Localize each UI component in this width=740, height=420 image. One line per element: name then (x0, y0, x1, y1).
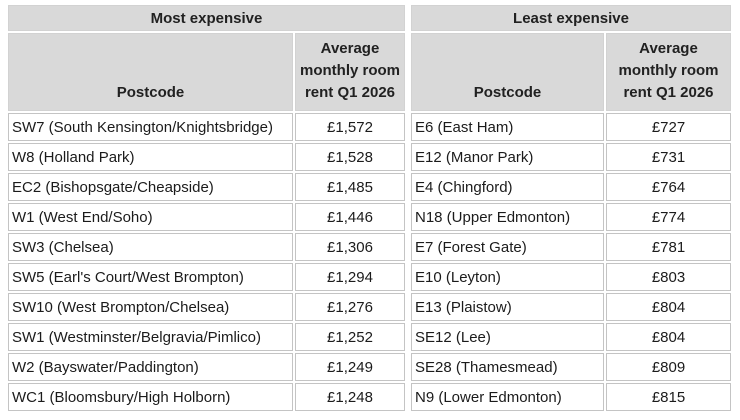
rent-cell: £804 (606, 293, 731, 321)
rent-cell: £809 (606, 353, 731, 381)
rent-cell: £1,485 (295, 173, 405, 201)
postcode-cell: SW3 (Chelsea) (8, 233, 293, 261)
least-expensive-group-header: Least expensive (411, 5, 731, 31)
table-row: SW1 (Westminster/Belgravia/Pimlico) £1,2… (8, 323, 405, 351)
rent-cell: £1,528 (295, 143, 405, 171)
rent-cell: £1,446 (295, 203, 405, 231)
table-row: SW10 (West Brompton/Chelsea) £1,276 (8, 293, 405, 321)
table-row: SW5 (Earl's Court/West Brompton) £1,294 (8, 263, 405, 291)
table-row: SW3 (Chelsea) £1,306 (8, 233, 405, 261)
postcode-cell: SW5 (Earl's Court/West Brompton) (8, 263, 293, 291)
rent-cell: £1,249 (295, 353, 405, 381)
postcode-cell: E12 (Manor Park) (411, 143, 604, 171)
table-row: SW7 (South Kensington/Knightsbridge) £1,… (8, 113, 405, 141)
rent-cell: £804 (606, 323, 731, 351)
postcode-cell: EC2 (Bishopsgate/Cheapside) (8, 173, 293, 201)
postcode-cell: E10 (Leyton) (411, 263, 604, 291)
table-row: SE12 (Lee) £804 (411, 323, 731, 351)
table-row: W2 (Bayswater/Paddington) £1,249 (8, 353, 405, 381)
table-row: E6 (East Ham) £727 (411, 113, 731, 141)
rent-cell: £1,248 (295, 383, 405, 411)
table-row: E13 (Plaistow) £804 (411, 293, 731, 321)
postcode-cell: SW7 (South Kensington/Knightsbridge) (8, 113, 293, 141)
postcode-cell: SE12 (Lee) (411, 323, 604, 351)
rent-column-header: Average monthly room rent Q1 2026 (606, 33, 731, 111)
rent-cell: £731 (606, 143, 731, 171)
table-row: E12 (Manor Park) £731 (411, 143, 731, 171)
postcode-cell: E7 (Forest Gate) (411, 233, 604, 261)
table-row: E4 (Chingford) £764 (411, 173, 731, 201)
postcode-cell: W1 (West End/Soho) (8, 203, 293, 231)
group-header-row: Most expensive (8, 5, 405, 31)
column-header-row: Postcode Average monthly room rent Q1 20… (411, 33, 731, 111)
postcode-cell: N9 (Lower Edmonton) (411, 383, 604, 411)
postcode-cell: E6 (East Ham) (411, 113, 604, 141)
rent-cell: £764 (606, 173, 731, 201)
rent-comparison-tables: Most expensive Postcode Average monthly … (6, 3, 740, 413)
most-expensive-group-header: Most expensive (8, 5, 405, 31)
most-expensive-table: Most expensive Postcode Average monthly … (6, 3, 407, 413)
table-row: SE28 (Thamesmead) £809 (411, 353, 731, 381)
table-row: N18 (Upper Edmonton) £774 (411, 203, 731, 231)
postcode-cell: SE28 (Thamesmead) (411, 353, 604, 381)
rent-cell: £1,252 (295, 323, 405, 351)
rent-column-header: Average monthly room rent Q1 2026 (295, 33, 405, 111)
rent-cell: £1,294 (295, 263, 405, 291)
postcode-cell: WC1 (Bloomsbury/High Holborn) (8, 383, 293, 411)
postcode-cell: SW1 (Westminster/Belgravia/Pimlico) (8, 323, 293, 351)
postcode-cell: E4 (Chingford) (411, 173, 604, 201)
table-row: EC2 (Bishopsgate/Cheapside) £1,485 (8, 173, 405, 201)
postcode-cell: SW10 (West Brompton/Chelsea) (8, 293, 293, 321)
rent-cell: £1,276 (295, 293, 405, 321)
column-header-row: Postcode Average monthly room rent Q1 20… (8, 33, 405, 111)
table-row: W8 (Holland Park) £1,528 (8, 143, 405, 171)
rent-cell: £803 (606, 263, 731, 291)
group-header-row: Least expensive (411, 5, 731, 31)
postcode-column-header: Postcode (411, 33, 604, 111)
postcode-cell: E13 (Plaistow) (411, 293, 604, 321)
table-row: N9 (Lower Edmonton) £815 (411, 383, 731, 411)
rent-cell: £1,306 (295, 233, 405, 261)
postcode-cell: W2 (Bayswater/Paddington) (8, 353, 293, 381)
table-row: E10 (Leyton) £803 (411, 263, 731, 291)
table-row: WC1 (Bloomsbury/High Holborn) £1,248 (8, 383, 405, 411)
postcode-cell: N18 (Upper Edmonton) (411, 203, 604, 231)
postcode-column-header: Postcode (8, 33, 293, 111)
table-row: W1 (West End/Soho) £1,446 (8, 203, 405, 231)
rent-cell: £727 (606, 113, 731, 141)
postcode-cell: W8 (Holland Park) (8, 143, 293, 171)
rent-cell: £781 (606, 233, 731, 261)
least-expensive-table: Least expensive Postcode Average monthly… (409, 3, 733, 413)
rent-cell: £815 (606, 383, 731, 411)
rent-cell: £1,572 (295, 113, 405, 141)
rent-cell: £774 (606, 203, 731, 231)
table-row: E7 (Forest Gate) £781 (411, 233, 731, 261)
